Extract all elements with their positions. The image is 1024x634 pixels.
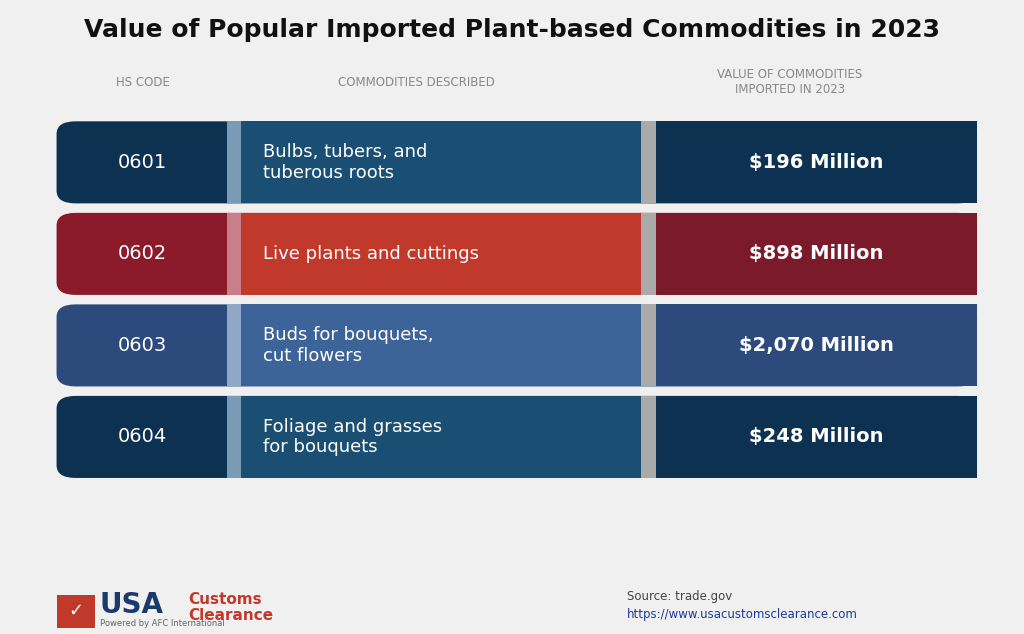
FancyBboxPatch shape — [227, 304, 241, 387]
Text: Source: trade.gov: Source: trade.gov — [627, 590, 732, 602]
Text: Bulbs, tubers, and
tuberous roots: Bulbs, tubers, and tuberous roots — [263, 143, 427, 182]
FancyBboxPatch shape — [655, 213, 977, 295]
FancyBboxPatch shape — [56, 396, 977, 478]
FancyBboxPatch shape — [227, 396, 241, 478]
Text: VALUE OF COMMODITIES
IMPORTED IN 2023: VALUE OF COMMODITIES IMPORTED IN 2023 — [718, 68, 862, 96]
Text: 0604: 0604 — [118, 427, 167, 446]
Text: HS CODE: HS CODE — [116, 75, 170, 89]
Text: Value of Popular Imported Plant-based Commodities in 2023: Value of Popular Imported Plant-based Co… — [84, 18, 940, 42]
FancyBboxPatch shape — [641, 121, 655, 204]
FancyBboxPatch shape — [655, 121, 977, 204]
Text: Foliage and grasses
for bouquets: Foliage and grasses for bouquets — [263, 418, 441, 456]
FancyBboxPatch shape — [655, 304, 977, 387]
Text: 0601: 0601 — [118, 153, 167, 172]
Text: 0603: 0603 — [118, 336, 167, 355]
Text: $2,070 Million: $2,070 Million — [739, 336, 894, 355]
Text: $898 Million: $898 Million — [750, 244, 884, 263]
FancyBboxPatch shape — [227, 121, 241, 204]
FancyBboxPatch shape — [655, 396, 977, 478]
Text: https://www.usacustomsclearance.com: https://www.usacustomsclearance.com — [627, 609, 858, 621]
FancyBboxPatch shape — [641, 213, 655, 295]
FancyBboxPatch shape — [641, 396, 655, 478]
FancyBboxPatch shape — [239, 121, 641, 204]
Text: Buds for bouquets,
cut flowers: Buds for bouquets, cut flowers — [263, 326, 433, 365]
FancyBboxPatch shape — [56, 304, 977, 387]
FancyBboxPatch shape — [641, 304, 655, 387]
Text: 0602: 0602 — [118, 244, 167, 263]
FancyBboxPatch shape — [227, 213, 241, 295]
FancyBboxPatch shape — [56, 213, 977, 295]
Text: Live plants and cuttings: Live plants and cuttings — [263, 245, 478, 263]
FancyBboxPatch shape — [56, 121, 977, 204]
FancyBboxPatch shape — [239, 304, 641, 387]
Text: USA: USA — [99, 591, 164, 619]
Text: Powered by AFC International: Powered by AFC International — [99, 619, 224, 628]
Text: $196 Million: $196 Million — [750, 153, 884, 172]
FancyBboxPatch shape — [56, 595, 95, 628]
Text: COMMODITIES DESCRIBED: COMMODITIES DESCRIBED — [338, 75, 495, 89]
Text: ✓: ✓ — [69, 602, 83, 620]
Text: Clearance: Clearance — [188, 608, 273, 623]
FancyBboxPatch shape — [239, 396, 641, 478]
FancyBboxPatch shape — [239, 213, 641, 295]
Text: Customs: Customs — [188, 592, 261, 607]
Text: $248 Million: $248 Million — [750, 427, 884, 446]
